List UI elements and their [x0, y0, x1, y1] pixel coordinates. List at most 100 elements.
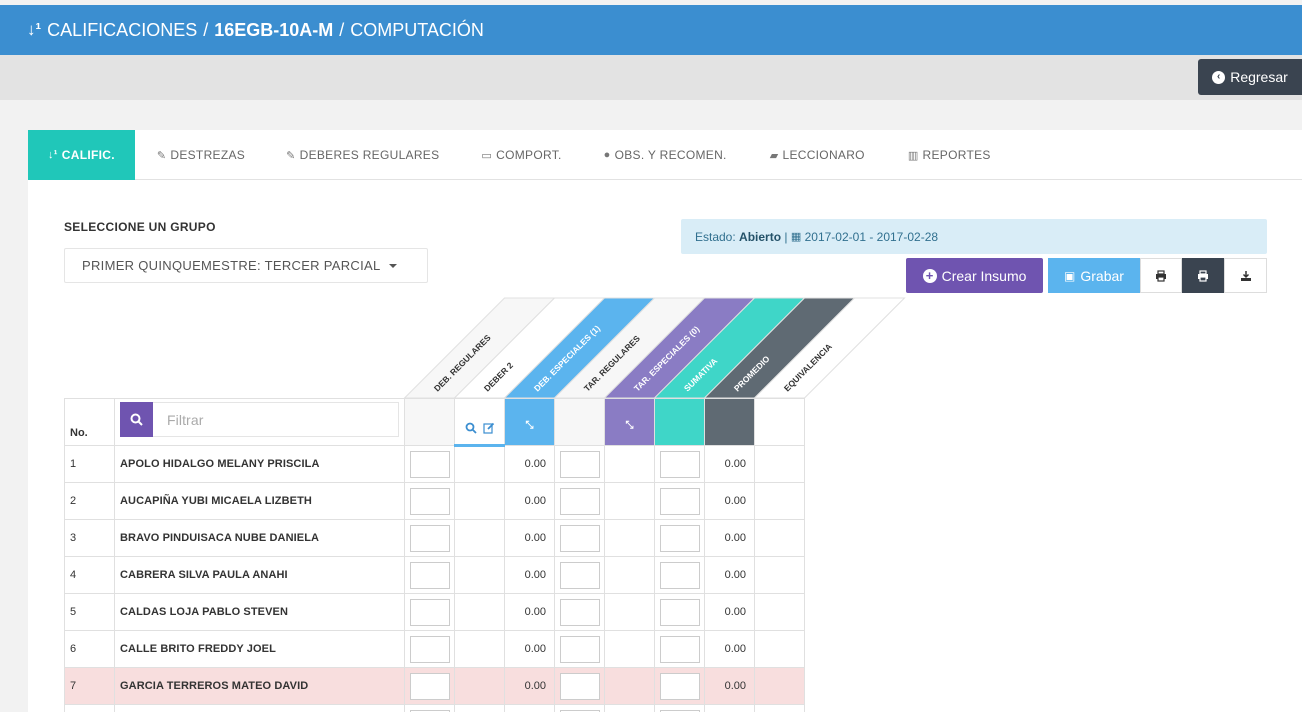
grade-input-sumativa[interactable] — [659, 450, 700, 478]
tab-label: REPORTES — [922, 148, 991, 162]
download-icon — [1240, 270, 1251, 281]
column-promedio — [704, 398, 755, 446]
sumativa-cell — [654, 704, 705, 712]
tab-leccionaro[interactable]: ▰ LECCIONARO — [770, 130, 865, 180]
student-name: GARCIA TERREROS MATEO DAVID — [114, 667, 405, 705]
tab-deberes-regulares[interactable]: ✎ DEBERES REGULARES — [286, 130, 439, 180]
sumativa-cell — [654, 556, 705, 594]
floppy-icon: ▣ — [1064, 268, 1076, 283]
edit-icon[interactable] — [482, 422, 495, 434]
grade-input-deb-regulares[interactable] — [409, 450, 450, 478]
status-banner: Estado: Abierto | ▦ 2017-02-01 - 2017-02… — [681, 219, 1267, 254]
column-tar-especiales[interactable]: ⤡ — [604, 398, 655, 446]
grade-input-deb-regulares[interactable] — [409, 487, 450, 515]
column-equivalencia — [754, 398, 805, 446]
grade-input-deb-regulares[interactable] — [409, 672, 450, 700]
back-button-label: Regresar — [1230, 69, 1288, 85]
tab-label: COMPORT. — [496, 148, 562, 162]
grade-input-deb-regulares[interactable] — [409, 561, 450, 589]
sumativa-cell — [654, 593, 705, 631]
grade-input-sumativa[interactable] — [659, 561, 700, 589]
tar-especiales-cell — [604, 519, 655, 557]
row-number: 4 — [64, 556, 115, 594]
back-button[interactable]: ‹ Regresar — [1198, 59, 1302, 95]
grade-input-sumativa[interactable] — [659, 672, 700, 700]
column-deb-especiales[interactable]: ⤡ — [504, 398, 555, 446]
deb-especiales-value: 0.00 — [504, 593, 555, 631]
tab-label: LECCIONARO — [782, 148, 865, 162]
subject-name: COMPUTACIÓN — [350, 19, 484, 40]
status-separator: | — [784, 229, 788, 244]
row-number: 3 — [64, 519, 115, 557]
tab-label: DESTREZAS — [170, 148, 246, 162]
equivalencia-cell — [754, 482, 805, 520]
main-panel: ↓¹ CALIFIC. ✎ DESTREZAS ✎ DEBERES REGULA… — [28, 130, 1302, 712]
grade-input-sumativa[interactable] — [659, 487, 700, 515]
edit-icon: ✎ — [286, 149, 296, 162]
expand-icon[interactable]: ⤡ — [625, 420, 634, 431]
course-code: 16EGB-10A-M — [214, 19, 334, 40]
tar-especiales-cell — [604, 482, 655, 520]
grade-input-tar-regulares[interactable] — [559, 450, 600, 478]
search-icon[interactable] — [465, 422, 477, 434]
table-row: 7 GARCIA TERREROS MATEO DAVID 0.00 0.00 — [64, 667, 805, 705]
grade-input-sumativa[interactable] — [659, 635, 700, 663]
grade-input-deb-regulares[interactable] — [409, 635, 450, 663]
tab-comport[interactable]: ▭ COMPORT. — [481, 130, 561, 180]
status-value: Abierto — [739, 229, 782, 244]
grade-input-deb-regulares[interactable] — [409, 524, 450, 552]
promedio-value: 0.00 — [704, 630, 755, 668]
tab-reportes[interactable]: ▥ REPORTES — [908, 130, 991, 180]
row-number: 1 — [64, 445, 115, 483]
student-name: APOLO HIDALGO MELANY PRISCILA — [114, 445, 405, 483]
student-name — [114, 704, 405, 712]
grade-input-tar-regulares[interactable] — [559, 709, 600, 712]
module-title: CALIFICACIONES — [47, 19, 198, 40]
print-icon — [1156, 269, 1166, 282]
tab-destrezas[interactable]: ✎ DESTREZAS — [157, 130, 245, 180]
print-button[interactable] — [1140, 258, 1182, 293]
grade-input-tar-regulares[interactable] — [559, 487, 600, 515]
save-button[interactable]: ▣ Grabar — [1048, 258, 1140, 293]
grade-input-tar-regulares[interactable] — [559, 598, 600, 626]
grade-input-sumativa[interactable] — [659, 524, 700, 552]
equivalencia-cell — [754, 704, 805, 712]
grade-input-tar-regulares[interactable] — [559, 561, 600, 589]
deb-regulares-cell — [404, 593, 455, 631]
grade-input-sumativa[interactable] — [659, 598, 700, 626]
print-alt-button[interactable] — [1182, 258, 1224, 293]
grade-input-sumativa[interactable] — [659, 709, 700, 712]
grade-input-tar-regulares[interactable] — [559, 635, 600, 663]
deb-regulares-cell — [404, 704, 455, 712]
promedio-value: 0.00 — [704, 593, 755, 631]
deber-2-cell — [454, 445, 505, 483]
grade-input-tar-regulares[interactable] — [559, 672, 600, 700]
search-button[interactable] — [120, 402, 153, 437]
grade-input-tar-regulares[interactable] — [559, 524, 600, 552]
filter-input[interactable]: Filtrar — [153, 402, 399, 437]
deb-especiales-value: 0.00 — [504, 556, 555, 594]
table-row: 4 CABRERA SILVA PAULA ANAHI 0.00 0.00 — [64, 556, 805, 594]
download-button[interactable] — [1224, 258, 1267, 293]
column-deber-2 — [454, 398, 505, 447]
tab-calific[interactable]: ↓¹ CALIFIC. — [28, 130, 135, 180]
calendar-icon: ▦ — [790, 231, 802, 243]
deb-especiales-value: 0.00 — [504, 519, 555, 557]
tab-obs-recomen[interactable]: ● OBS. Y RECOMEN. — [604, 130, 727, 180]
deber-2-cell — [454, 704, 505, 712]
grade-input-deb-regulares[interactable] — [409, 598, 450, 626]
plus-circle-icon: + — [922, 268, 937, 283]
expand-icon[interactable]: ⤡ — [525, 420, 534, 431]
equivalencia-cell — [754, 556, 805, 594]
create-input-button[interactable]: + Crear Insumo — [906, 258, 1043, 293]
equivalencia-cell — [754, 630, 805, 668]
tar-regulares-cell — [554, 519, 605, 557]
tab-bar: ↓¹ CALIFIC. ✎ DESTREZAS ✎ DEBERES REGULA… — [28, 130, 1302, 180]
tar-especiales-cell — [604, 630, 655, 668]
grade-input-deb-regulares[interactable] — [409, 709, 450, 712]
group-select[interactable]: PRIMER QUINQUEMESTRE: TERCER PARCIAL — [64, 248, 428, 283]
sumativa-cell — [654, 667, 705, 705]
equivalencia-cell — [754, 445, 805, 483]
breadcrumb-separator: / — [339, 19, 345, 40]
tar-regulares-cell — [554, 667, 605, 705]
